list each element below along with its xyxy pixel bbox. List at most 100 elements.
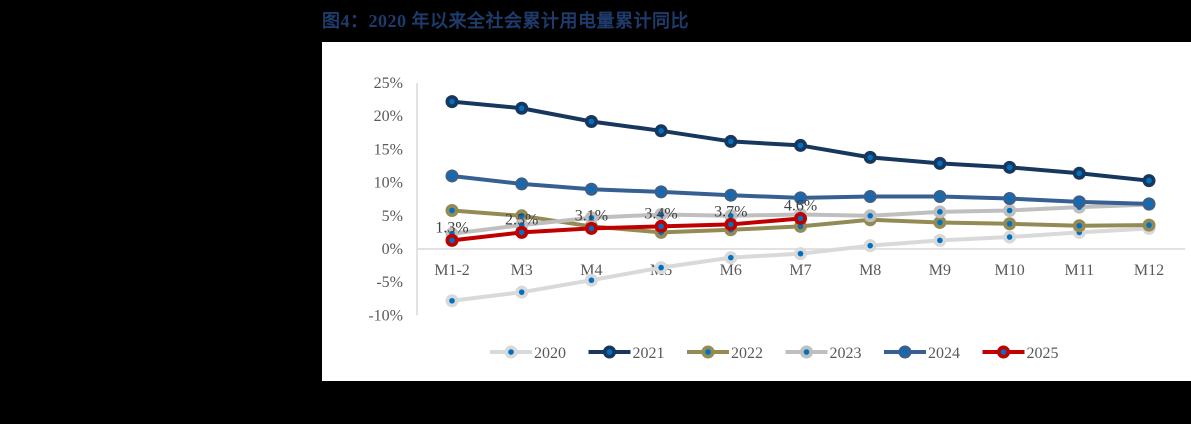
y-tick-label: 0% [382,241,403,258]
x-tick-label: M6 [720,262,742,279]
data-labels: 1.3% 2.5% 3.1% 3.4% 3.7% 4.6% [435,197,817,236]
marker-dot [797,250,804,257]
marker-dot [867,242,873,249]
marker-dot [1006,234,1013,240]
marker-dot [1076,199,1083,205]
marker-dot [728,192,734,199]
legend-label: 2020 [534,345,566,362]
x-tick-label: M9 [929,262,951,279]
marker-dot [658,223,664,230]
marker-dot [797,223,804,230]
marker-dot [1146,201,1152,207]
marker-dot [1146,177,1152,184]
marker-dot [937,219,943,226]
marker-dot [1006,195,1013,202]
marker-dot [1146,222,1152,228]
x-tick-label: M4 [580,262,602,279]
data-label: 3.4% [644,205,677,222]
legend-label: 2025 [1027,345,1059,362]
series-2025 [445,211,807,247]
marker-dot [658,264,664,271]
legend-label: 2023 [830,345,862,362]
data-label: 3.1% [575,207,608,224]
marker-dot [518,181,525,187]
marker-dot [588,214,595,221]
marker-dot [449,297,455,304]
x-tick-label: M1-2 [434,262,470,279]
marker-dot [937,237,943,244]
marker-dot [728,213,734,219]
marker-dot [588,225,595,232]
legend-item-2020[interactable]: 2020 [490,345,566,362]
x-tick-label: M7 [789,262,811,279]
y-tick-label: -5% [376,274,403,291]
marker-dot [449,237,455,244]
series-line [451,216,801,243]
legend-label: 2021 [633,345,665,362]
x-tick-label: M3 [511,262,533,279]
legend-item-2021[interactable]: 2021 [588,345,665,362]
marker-dot [588,118,595,125]
marker-dot [1076,222,1083,229]
marker-dot [1076,170,1083,177]
marker-dot [797,215,804,222]
marker-dot [449,98,455,105]
marker-dot [658,211,664,218]
legend-marker-dot [803,349,810,355]
legend-label: 2022 [731,345,763,362]
data-label: 2.5% [505,211,538,228]
marker-dot [588,277,595,284]
chart-title: 图4：2020 年以来全社会累计用电量累计同比 [322,11,689,31]
marker-dot [867,213,873,219]
marker-dot [728,138,734,145]
marker-dot [449,207,455,214]
marker-dot [1006,207,1013,214]
y-tick-label: 10% [374,175,403,192]
marker-dot [1006,220,1013,227]
legend-marker-dot [1000,349,1007,355]
y-tick-label: 20% [374,108,403,125]
x-tick-label: M10 [994,262,1024,279]
marker-dot [518,213,525,219]
marker-dot [728,221,734,228]
marker-dot [937,160,943,167]
y-tick-label: 25% [374,75,403,92]
marker-dot [1006,164,1013,171]
legend-marker-dot [606,349,613,355]
marker-dot [518,105,525,112]
legend-marker-dot [902,349,908,355]
legend: 2020 2021 2022 2023 2024 2025 [490,345,1059,362]
legend-marker-dot [705,349,711,355]
axes: 25%20%15%10%5%0%-5%-10%M1-2M3M4M5M6M7M8M… [368,75,1185,324]
data-label: 4.6% [784,197,817,214]
marker-dot [867,154,873,161]
data-label: 1.3% [435,219,468,236]
legend-item-2025[interactable]: 2025 [982,345,1059,362]
marker-dot [449,173,455,179]
legend-marker-dot [508,349,514,355]
marker-dot [797,195,804,201]
legend-item-2022[interactable]: 2022 [687,345,763,362]
marker-dot [658,189,664,195]
marker-dot [797,142,804,149]
legend-item-2024[interactable]: 2024 [884,345,960,362]
marker-dot [937,193,943,200]
legend-label: 2024 [928,345,960,362]
y-tick-label: 15% [374,141,403,158]
series-2024 [445,169,1156,211]
marker-dot [658,128,664,134]
series-lines [445,95,1156,308]
marker-dot [518,289,525,295]
x-tick-label: M11 [1064,262,1094,279]
x-tick-label: M12 [1134,262,1164,279]
legend-item-2023[interactable]: 2023 [785,345,862,362]
x-tick-label: M8 [859,262,881,279]
series-2021 [445,95,1156,188]
y-tick-label: -10% [368,307,403,324]
y-tick-label: 5% [382,208,403,225]
marker-dot [867,193,873,200]
marker-dot [518,229,525,236]
marker-dot [588,186,595,193]
data-label: 3.7% [714,203,747,220]
